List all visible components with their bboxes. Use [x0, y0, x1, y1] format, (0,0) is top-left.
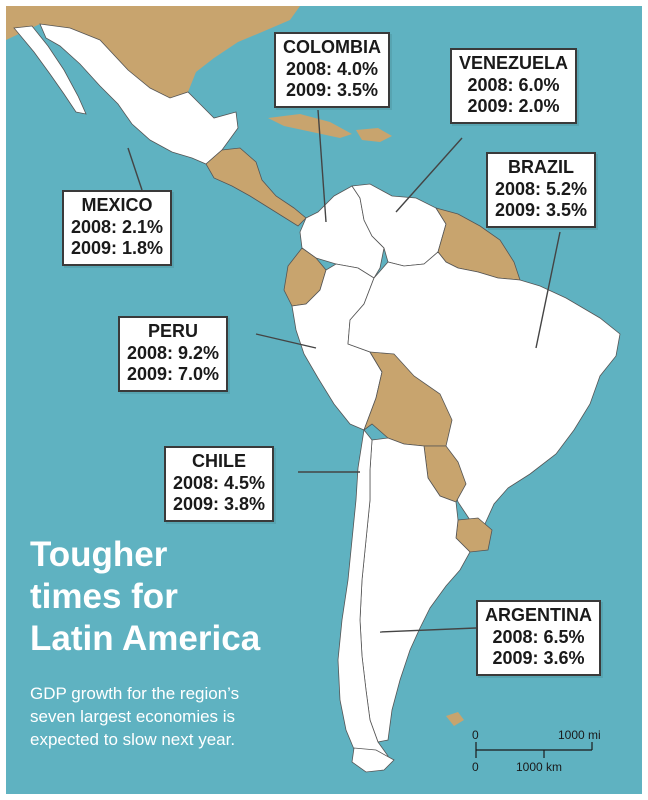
cuba-land [268, 114, 352, 138]
scale-km-label: 1000 km [516, 760, 563, 774]
brazil-2008: 2008: 5.2% [495, 178, 588, 199]
scale-mi-label: 1000 mi [558, 728, 601, 742]
brazil-2009: 2009: 3.5% [495, 200, 588, 221]
chile-land [337, 429, 389, 767]
map-title: Tougher times for Latin America [30, 534, 260, 660]
chile-2009: 2009: 3.8% [173, 494, 266, 515]
leader-mexico [127, 147, 143, 191]
colombia-2008: 2008: 4.0% [285, 58, 379, 79]
leader-peru [255, 333, 317, 349]
subtitle-line-2: seven largest economies is [30, 706, 236, 726]
argentina-name: ARGENTINA [485, 605, 592, 625]
tierra-del-fuego-land [351, 747, 395, 773]
hispaniola-land [356, 128, 392, 142]
leader-brazil [535, 231, 561, 349]
mexico-label: MEXICO 2008: 2.1% 2009: 1.8% [62, 190, 173, 266]
chile-2008: 2008: 4.5% [173, 472, 266, 493]
brazil-label: BRAZIL 2008: 5.2% 2009: 3.5% [486, 152, 597, 228]
peru-label: PERU 2008: 9.2% 2009: 7.0% [118, 316, 229, 392]
venezuela-name: VENEZUELA [459, 53, 569, 73]
venezuela-2008: 2008: 6.0% [467, 74, 560, 95]
mexico-2008: 2008: 2.1% [71, 216, 164, 237]
usa-land [6, 6, 300, 98]
venezuela-2009: 2009: 2.0% [467, 96, 560, 117]
argentina-label: ARGENTINA 2008: 6.5% 2009: 3.6% [476, 600, 601, 676]
title-line-3: Latin America [30, 619, 261, 658]
venezuela-label: VENEZUELA 2008: 6.0% 2009: 2.0% [450, 48, 578, 124]
peru-name: PERU [148, 321, 199, 341]
subtitle-line-1: GDP growth for the region’s [30, 684, 240, 703]
leader-colombia [317, 109, 327, 223]
title-line-1: Tougher [30, 535, 168, 574]
baja-california-land [13, 25, 87, 115]
leader-venezuela [395, 137, 463, 213]
argentina-2009: 2009: 3.6% [492, 648, 585, 669]
mexico-name: MEXICO [81, 195, 153, 215]
argentina-2008: 2008: 6.5% [492, 626, 585, 647]
brazil-name: BRAZIL [508, 157, 575, 177]
scale-bar [475, 742, 593, 758]
subtitle-line-3: expected to slow next year. [30, 729, 236, 749]
peru-2009: 2009: 7.0% [127, 364, 220, 385]
peru-2008: 2008: 9.2% [127, 342, 220, 363]
colombia-name: COLOMBIA [283, 37, 381, 57]
falklands-land [446, 712, 464, 726]
leader-argentina [379, 627, 477, 633]
map-subtitle: GDP growth for the region’s seven larges… [30, 683, 239, 752]
colombia-2009: 2009: 3.5% [285, 80, 379, 101]
leader-lines [127, 109, 561, 633]
chile-name: CHILE [192, 451, 247, 471]
colombia-label: COLOMBIA 2008: 4.0% 2009: 3.5% [274, 32, 390, 108]
scale-mi-zero: 0 [472, 728, 479, 742]
title-line-2: times for [30, 577, 178, 616]
scale-km-zero: 0 [472, 760, 479, 774]
chile-label: CHILE 2008: 4.5% 2009: 3.8% [164, 446, 275, 522]
mexico-2009: 2009: 1.8% [71, 238, 164, 259]
